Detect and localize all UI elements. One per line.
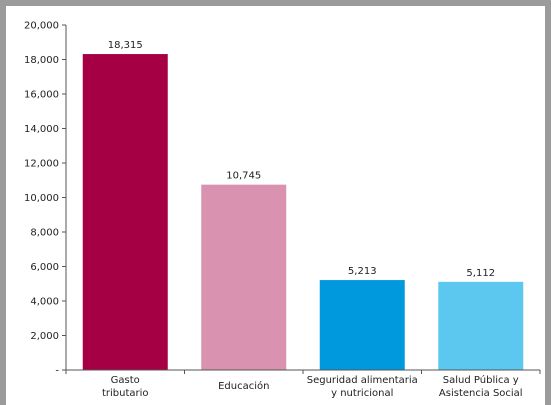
y-tick-label: 20,000	[24, 21, 59, 32]
bar	[201, 184, 287, 370]
category-label: Gasto	[111, 375, 140, 386]
bar-value-label: 5,112	[466, 268, 495, 279]
y-tick-label: 16,000	[24, 90, 59, 101]
category-label: Seguridad alimentaria	[307, 375, 418, 386]
category-label: tributario	[102, 388, 149, 399]
bar	[438, 281, 524, 370]
bar	[82, 54, 168, 370]
y-tick-label: 12,000	[24, 159, 59, 170]
y-tick-label: 10,000	[24, 193, 59, 204]
y-tick-label: 4,000	[30, 297, 59, 308]
y-tick-label: 18,000	[24, 55, 59, 66]
bars	[82, 54, 524, 370]
category-label: Educación	[218, 380, 269, 392]
category-labels: Gasto tributario Educación Seguridad alimen…	[102, 374, 523, 399]
bar	[319, 280, 405, 370]
category-label: Asistencia Social	[439, 388, 523, 399]
bar-value-label: 10,745	[226, 171, 261, 182]
y-tick-label: 14,000	[24, 124, 59, 135]
category-label: Salud Pública y	[443, 374, 519, 386]
value-labels: 18,315 10,745 5,213 5,112	[108, 40, 495, 279]
y-tick-label: -	[55, 366, 59, 377]
y-tick-label: 8,000	[30, 228, 59, 239]
category-label: y nutricional	[331, 388, 393, 399]
x-axis	[65, 369, 541, 374]
bar-value-label: 18,315	[108, 40, 143, 51]
y-tick-label: 6,000	[30, 262, 59, 273]
y-tick-label: 2,000	[30, 331, 59, 342]
y-axis: - 2,000 4,000 6,000 8,000 10,000 12,000 14,000 1…	[24, 21, 67, 377]
bar-value-label: 5,213	[348, 266, 377, 277]
